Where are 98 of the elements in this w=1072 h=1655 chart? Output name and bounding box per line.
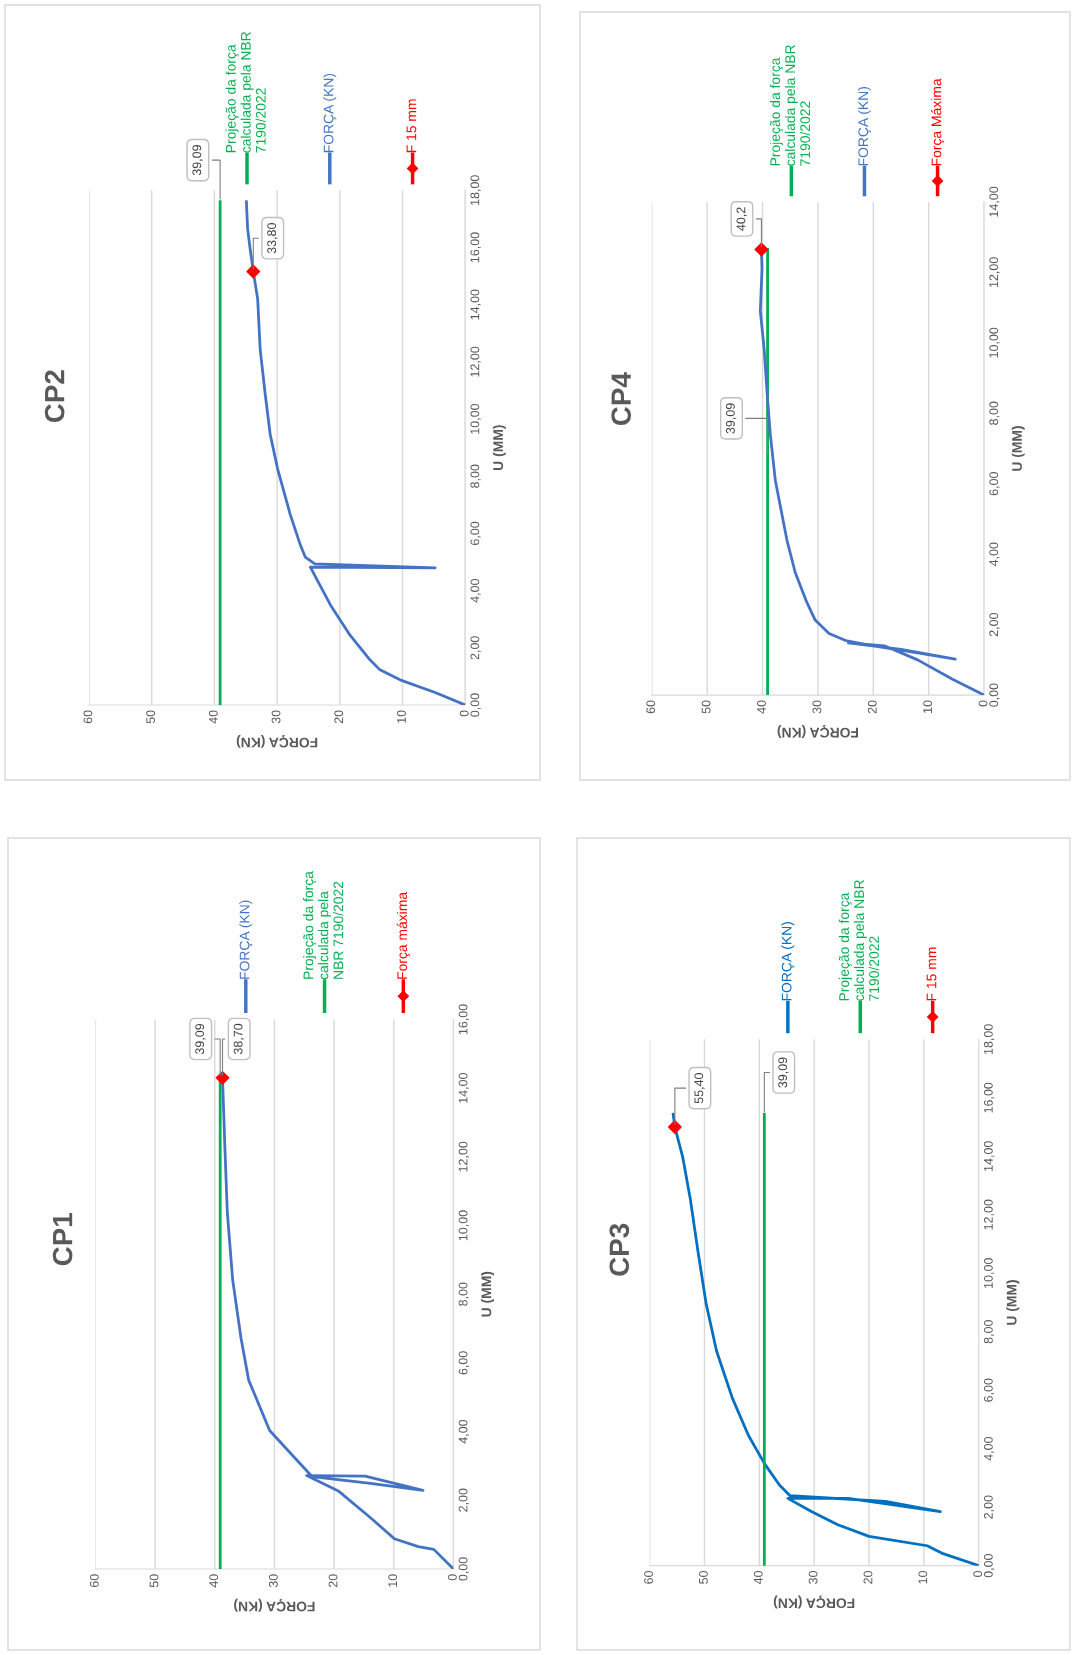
y-tick-label: 10,00 (470, 403, 481, 434)
y-tick-label: 14,00 (983, 1141, 995, 1171)
y-tick-label: 10,00 (989, 327, 1000, 358)
y-tick-label: 8,00 (989, 401, 1000, 425)
y-tick-label: 14,00 (470, 289, 481, 320)
x-tick-label: 60 (89, 1574, 99, 1588)
text: FORÇA (KN) (323, 73, 337, 153)
y-tick-label: 16,00 (458, 1004, 469, 1035)
annotation: 33,80 (267, 223, 278, 254)
y-tick-label: 6,00 (989, 472, 1000, 496)
y-tick-label: 2,00 (989, 612, 1000, 637)
y-tick-label: 12,00 (983, 1199, 995, 1230)
x-axis-title: FORÇA (KN) (773, 1595, 855, 1609)
annotation: 39,09 (725, 403, 737, 434)
text: CP3 (609, 1223, 630, 1276)
y-tick-label: 2,00 (470, 636, 481, 660)
x-axis-title: FORÇA (KN) (777, 724, 859, 738)
x-tick-label: 30 (812, 700, 822, 714)
annotation: 40,2 (736, 207, 747, 231)
text: CP4 (611, 372, 631, 426)
y-tick-label: 0,00 (983, 1553, 995, 1578)
y-tick-label: 6,00 (983, 1378, 995, 1402)
x-axis-title: FORÇA (KN) (234, 1598, 315, 1612)
x-tick-label: 0 (447, 1574, 457, 1581)
x-axis-title: FORÇA (KN) (236, 734, 318, 748)
y-axis-title: U (MM) (481, 1271, 495, 1317)
x-tick-label: 10 (918, 1570, 928, 1584)
x-tick-label: 50 (698, 1570, 708, 1584)
y-tick-label: 12,00 (470, 346, 481, 377)
y-tick-label: 4,00 (470, 578, 481, 603)
text: FORÇA (KN) (781, 922, 795, 1001)
x-tick-label: 40 (757, 700, 766, 714)
text: FORÇA (KN) (239, 900, 253, 979)
y-tick-label: 4,00 (458, 1419, 469, 1444)
annotation: 55,40 (694, 1073, 705, 1104)
line-series (244, 200, 466, 706)
annotation: 39,09 (778, 1057, 789, 1088)
text: CP1 (52, 1213, 73, 1266)
y-tick-label: 4,00 (983, 1437, 995, 1461)
x-tick-label: 30 (268, 1574, 278, 1588)
y-tick-label: 8,00 (470, 464, 481, 488)
annotation: 39,09 (192, 145, 203, 176)
x-tick-label: 60 (646, 700, 656, 714)
y-tick-label: 18,00 (983, 1024, 995, 1055)
x-tick-label: 10 (397, 710, 406, 723)
x-tick-label: 20 (867, 700, 877, 714)
x-tick-label: 50 (149, 1574, 159, 1588)
y-tick-label: 8,00 (983, 1320, 995, 1344)
y-tick-label: 0,00 (458, 1557, 469, 1581)
y-tick-label: 2,00 (983, 1495, 995, 1519)
x-tick-label: 30 (271, 710, 281, 724)
text: F 15 mm (926, 947, 937, 1001)
x-tick-label: 50 (146, 710, 156, 724)
text: Projeção da força calculada pela NBR 7190/2022 (769, 45, 811, 166)
y-tick-label: 6,00 (458, 1351, 469, 1375)
y-tick-label: 12,00 (458, 1141, 469, 1172)
text: F 15 mm (406, 99, 417, 153)
y-axis-title: U (MM) (1011, 426, 1025, 471)
text: Projeção da força calculada pela NBR 7190/2022 (225, 31, 266, 153)
y-tick-label: 0,00 (989, 683, 1000, 707)
x-tick-label: 40 (209, 1574, 219, 1588)
x-tick-label: 30 (808, 1570, 818, 1584)
x-tick-label: 60 (644, 1570, 653, 1584)
y-tick-label: 6,00 (470, 521, 481, 545)
y-tick-label: 2,00 (458, 1488, 469, 1512)
y-tick-label: 12,00 (989, 257, 1000, 288)
x-tick-label: 10 (923, 700, 933, 713)
y-tick-label: 10,00 (458, 1210, 469, 1241)
x-tick-label: 60 (83, 710, 93, 724)
x-tick-label: 20 (863, 1570, 873, 1584)
annotation: 38,70 (233, 1023, 245, 1055)
y-axis-title: U (MM) (492, 425, 506, 470)
text: FORÇA (KN) (857, 87, 871, 166)
x-tick-label: 0 (973, 1570, 983, 1577)
text: Projeção da força calculada pela NBR 7190/2022 (838, 880, 879, 1001)
text: Projeção da força calculada pela NBR 7190/2022 (303, 871, 344, 980)
x-tick-label: 10 (388, 1574, 398, 1587)
y-tick-label: 0,00 (470, 693, 481, 717)
y-tick-label: 16,00 (470, 232, 481, 263)
x-tick-label: 40 (753, 1570, 763, 1585)
y-tick-label: 18,00 (470, 175, 481, 206)
annotation: 39,09 (195, 1023, 206, 1055)
y-axis-title: U (MM) (1006, 1280, 1020, 1325)
y-tick-label: 14,00 (989, 186, 1000, 217)
x-tick-label: 0 (459, 710, 469, 717)
text: Força Máxima (930, 78, 945, 166)
x-tick-label: 20 (328, 1574, 338, 1588)
x-tick-label: 40 (208, 710, 218, 724)
text: CP2 (44, 370, 65, 423)
x-tick-label: 20 (334, 710, 344, 724)
text: Força máxima (396, 891, 410, 979)
x-tick-label: 50 (701, 700, 711, 714)
y-tick-label: 14,00 (458, 1073, 469, 1103)
x-tick-label: 0 (978, 700, 988, 707)
y-tick-label: 16,00 (983, 1082, 995, 1113)
y-tick-label: 8,00 (458, 1282, 469, 1306)
y-tick-label: 10,00 (983, 1258, 995, 1288)
y-tick-label: 4,00 (989, 542, 1000, 567)
